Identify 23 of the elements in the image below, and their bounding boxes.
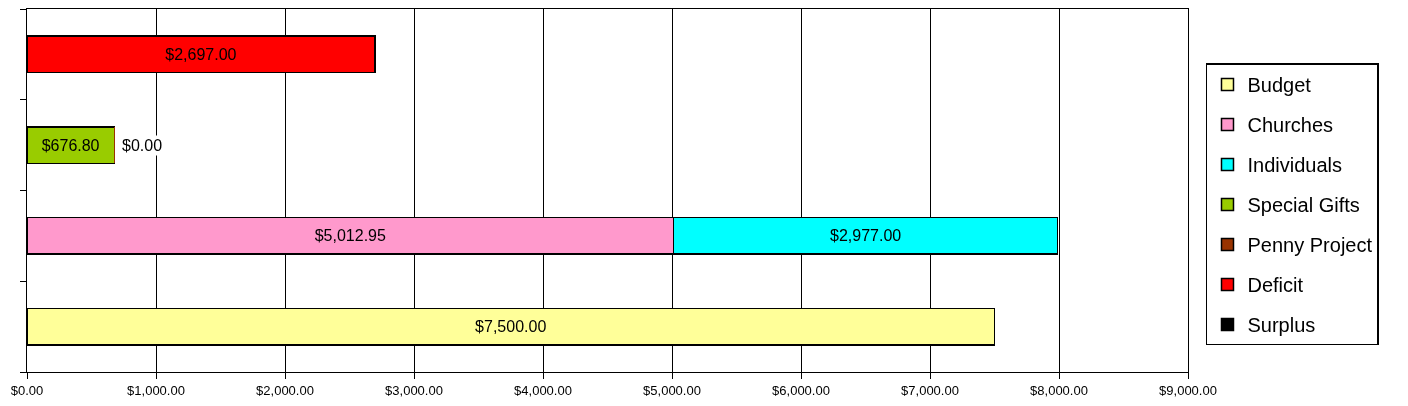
- legend-label: Surplus: [1247, 314, 1316, 337]
- data-label: $7,500.00: [475, 318, 547, 336]
- x-tick-label: $1,000.00: [127, 382, 185, 398]
- data-label: $2,977.00: [830, 227, 902, 245]
- data-label: $0.00: [122, 137, 163, 154]
- legend-label: Budget: [1247, 74, 1312, 97]
- legend-label: Deficit: [1247, 274, 1304, 297]
- x-tick-label: $3,000.00: [385, 382, 443, 398]
- data-label: $676.80: [41, 136, 100, 154]
- x-tick-label: $8,000.00: [1030, 382, 1088, 398]
- x-tick-label: $4,000.00: [514, 382, 572, 398]
- x-tick-label: $5,000.00: [643, 382, 701, 398]
- x-tick-label: $9,000.00: [1159, 382, 1217, 398]
- x-tick-label: $7,000.00: [901, 382, 959, 398]
- legend-label: Special Gifts: [1247, 194, 1360, 217]
- legend-label: Penny Project: [1247, 234, 1373, 257]
- data-label: $2,697.00: [165, 45, 237, 63]
- legend-label: Churches: [1247, 114, 1334, 137]
- x-tick-label: $0.00: [10, 382, 44, 398]
- data-label: $5,012.95: [314, 227, 386, 245]
- x-tick-label: $6,000.00: [772, 382, 830, 398]
- x-tick-label: $2,000.00: [256, 382, 314, 398]
- legend-label: Individuals: [1247, 154, 1343, 177]
